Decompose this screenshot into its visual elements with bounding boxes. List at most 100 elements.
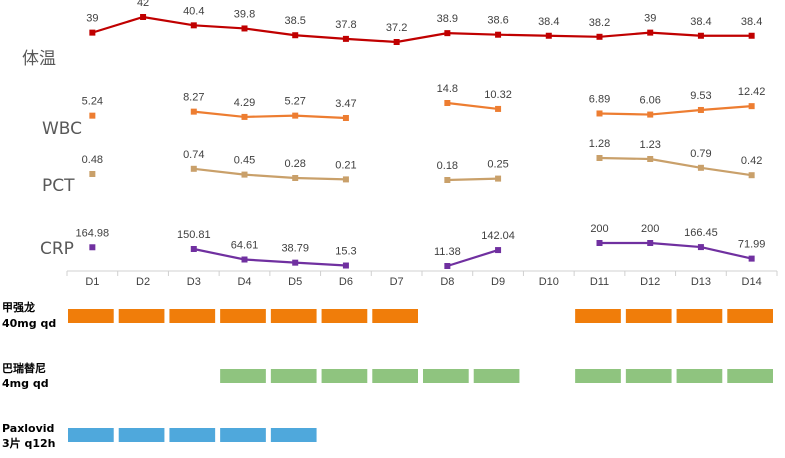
data-point-WBC-D3 (190, 108, 197, 115)
med-name-3: Paxlovid (2, 422, 54, 435)
med-bar-2-D5 (270, 369, 317, 383)
data-point-PCT-D13 (697, 164, 704, 171)
med-dose-1: 40mg qd (2, 317, 56, 330)
med-bar-2-D4 (220, 369, 266, 383)
row-label-WBC: WBC (42, 119, 82, 139)
data-point-体温-D13 (697, 32, 704, 39)
med-bar-1-D5 (270, 309, 317, 323)
data-point-PCT-D5 (292, 175, 299, 181)
data-label-PCT-D5: 0.28 (285, 158, 306, 170)
data-point-CRP-D4 (241, 256, 248, 263)
data-point-PCT-D8 (444, 177, 451, 183)
med-bar-2-D6 (321, 369, 368, 383)
data-label-WBC-D8: 14.8 (437, 83, 458, 95)
med-bar-1-D1 (68, 309, 114, 323)
x-tick-label-D3: D3 (187, 276, 201, 288)
data-point-WBC-D9 (495, 105, 502, 112)
series-line-WBC (447, 101, 499, 111)
data-label-PCT-D3: 0.74 (183, 149, 204, 161)
x-tick-label-D8: D8 (440, 276, 454, 288)
data-point-体温-D9 (495, 31, 502, 38)
med-bar-2-D12 (625, 369, 672, 383)
data-label-WBC-D1: 5.24 (82, 96, 103, 108)
data-label-体温-D3: 40.4 (183, 5, 204, 17)
med-bar-2-D14 (727, 369, 773, 383)
data-label-CRP-D9: 142.04 (481, 230, 515, 242)
data-point-体温-D3 (190, 22, 197, 29)
med-bar-1-D11 (575, 309, 621, 323)
data-label-体温-D12: 39 (644, 13, 656, 25)
data-label-CRP-D5: 38.79 (281, 243, 309, 255)
series-line-PCT (599, 156, 752, 177)
row-label-CRP: CRP (40, 239, 74, 259)
series-line-PCT (193, 167, 346, 181)
data-point-WBC-D8 (444, 100, 451, 106)
data-label-WBC-D3: 8.27 (183, 92, 204, 104)
data-label-PCT-D14: 0.42 (741, 155, 762, 167)
data-label-WBC-D14: 12.42 (738, 86, 766, 98)
x-tick-label-D9: D9 (491, 276, 505, 288)
data-point-体温-D14 (748, 32, 755, 39)
data-label-CRP-D8: 11.38 (434, 246, 461, 258)
data-point-PCT-D12 (647, 156, 654, 162)
series-line-CRP (447, 249, 499, 268)
data-point-PCT-D1 (89, 171, 96, 177)
med-bar-1-D13 (676, 309, 723, 323)
series-line-体温 (92, 15, 752, 44)
data-point-体温-D5 (292, 32, 299, 39)
med-dose-3: 3片 q12h (2, 436, 56, 450)
data-label-CRP-D3: 150.81 (177, 229, 211, 241)
data-point-体温-D12 (647, 29, 654, 36)
data-point-体温-D4 (241, 25, 248, 32)
data-label-PCT-D8: 0.18 (437, 160, 458, 172)
data-label-CRP-D12: 200 (641, 223, 659, 235)
data-point-WBC-D11 (596, 110, 603, 117)
x-tick-label-D11: D11 (590, 276, 609, 288)
data-label-PCT-D11: 1.28 (589, 138, 610, 150)
x-tick-label-D5: D5 (288, 276, 302, 288)
data-point-CRP-D11 (596, 240, 603, 246)
data-point-PCT-D4 (241, 171, 248, 178)
data-label-PCT-D6: 0.21 (335, 159, 356, 171)
data-point-CRP-D13 (697, 244, 704, 251)
data-point-体温-D6 (342, 35, 349, 42)
x-tick-label-D1: D1 (85, 276, 99, 288)
data-label-CRP-D1: 164.98 (76, 227, 110, 239)
data-label-PCT-D1: 0.48 (82, 154, 103, 166)
data-point-CRP-D3 (190, 245, 197, 252)
med-bar-2-D7 (372, 369, 418, 383)
data-label-WBC-D11: 6.89 (589, 93, 610, 105)
data-point-体温-D11 (596, 33, 603, 40)
data-point-体温-D7 (393, 39, 400, 45)
med-bar-1-D6 (321, 309, 368, 323)
data-point-PCT-D9 (495, 175, 502, 182)
med-bar-1-D14 (727, 309, 773, 323)
data-point-体温-D8 (444, 30, 451, 37)
data-point-WBC-D1 (89, 112, 96, 119)
data-label-体温-D2: 42 (137, 0, 149, 9)
data-label-CRP-D14: 71.99 (738, 239, 766, 251)
data-label-体温-D13: 38.4 (690, 16, 711, 28)
data-point-PCT-D14 (748, 172, 755, 179)
data-label-PCT-D13: 0.79 (690, 148, 711, 160)
data-point-WBC-D13 (697, 106, 704, 113)
data-label-CRP-D11: 200 (590, 223, 608, 235)
row-label-PCT: PCT (42, 176, 75, 196)
med-bar-2-D8 (423, 369, 469, 383)
med-bar-1-D4 (220, 309, 266, 323)
data-point-体温-D10 (545, 32, 552, 39)
data-point-PCT-D11 (596, 155, 603, 161)
med-name-1: 甲强龙 (2, 300, 35, 314)
x-tick-label-D14: D14 (742, 276, 762, 288)
series-line-CRP (599, 241, 752, 260)
med-name-2: 巴瑞替尼 (2, 361, 46, 375)
med-bar-1-D2 (118, 309, 165, 323)
med-dose-2: 4mg qd (2, 377, 49, 390)
data-label-体温-D14: 38.4 (741, 16, 762, 28)
data-label-体温-D9: 38.6 (487, 15, 508, 27)
med-bar-1-D3 (169, 309, 216, 323)
data-point-CRP-D9 (495, 247, 502, 254)
med-bar-3-D4 (220, 428, 266, 442)
series-line-PCT (447, 177, 499, 182)
